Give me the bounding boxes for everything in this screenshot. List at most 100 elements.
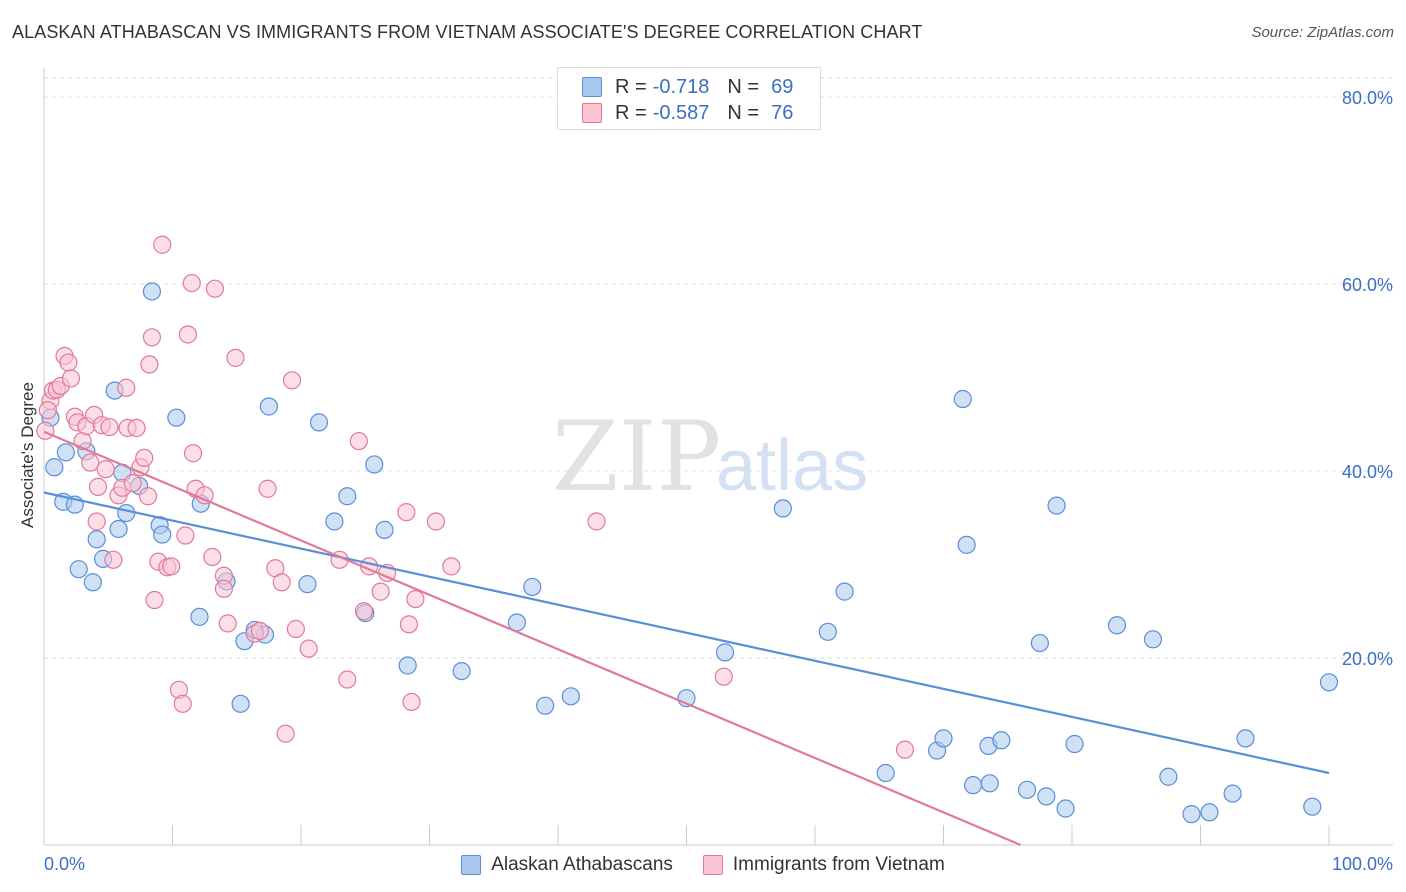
vietnam-point bbox=[276, 724, 295, 743]
vietnam-point bbox=[205, 279, 225, 298]
athabascan-point bbox=[309, 413, 329, 432]
athabascan-point bbox=[773, 499, 792, 518]
vietnam-point bbox=[203, 547, 222, 567]
vietnam-point bbox=[286, 619, 305, 639]
vietnam-point bbox=[397, 503, 416, 522]
r-value: -0.718 bbox=[652, 75, 710, 98]
r-value: -0.587 bbox=[652, 101, 710, 124]
x-tick-label: 100.0% bbox=[1332, 854, 1393, 874]
legend-label: Alaskan Athabascans bbox=[491, 854, 673, 875]
vietnam-point bbox=[135, 448, 154, 468]
vietnam-point bbox=[138, 487, 158, 506]
vietnam-point bbox=[354, 602, 374, 621]
athabascan-point bbox=[1065, 734, 1084, 754]
r-label: R = bbox=[615, 101, 647, 124]
vietnam-point bbox=[182, 273, 201, 293]
vietnam-point bbox=[349, 431, 368, 451]
athabascan-point bbox=[375, 520, 394, 540]
vietnam-point bbox=[426, 512, 446, 531]
vietnam-point bbox=[895, 740, 915, 759]
n-label: N = bbox=[727, 75, 760, 98]
athabascan-point bbox=[56, 443, 75, 462]
x-tick-label: 0.0% bbox=[44, 854, 85, 874]
athabascan-point bbox=[452, 661, 471, 681]
vietnam-point bbox=[153, 235, 172, 254]
athabascan-point bbox=[1223, 784, 1242, 803]
legend-item-athabascans[interactable]: Alaskan Athabascans bbox=[461, 854, 673, 876]
legend-label: Immigrants from Vietnam bbox=[732, 854, 945, 875]
vietnam-point bbox=[59, 353, 78, 372]
athabascan-point bbox=[153, 525, 172, 544]
athabascan-point bbox=[1107, 616, 1127, 635]
vietnam-point bbox=[183, 444, 203, 463]
legend-item-vietnam[interactable]: Immigrants from Vietnam bbox=[702, 854, 945, 876]
athabascan-point bbox=[190, 607, 209, 626]
athabascan-point bbox=[536, 696, 555, 715]
athabascan-point bbox=[1017, 780, 1037, 799]
athabascan-point bbox=[980, 774, 999, 793]
vietnam-point bbox=[162, 557, 181, 576]
legend-row-vietnam: R = -0.587 N = 76 bbox=[582, 101, 793, 125]
vietnam-point bbox=[127, 418, 146, 438]
y-tick-label: 20.0% bbox=[1342, 649, 1393, 669]
vietnam-point bbox=[258, 479, 277, 498]
legend-swatch-blue bbox=[582, 77, 602, 97]
legend-swatch-blue bbox=[461, 855, 482, 875]
series-legend: Alaskan Athabascans Immigrants from Viet… bbox=[0, 852, 1406, 878]
vietnam-point bbox=[145, 590, 164, 610]
athabascan-point bbox=[1303, 797, 1322, 816]
vietnam-point bbox=[338, 670, 357, 689]
vietnam-point bbox=[81, 453, 100, 472]
athabascan-point bbox=[87, 530, 106, 549]
athabascan-point bbox=[1037, 787, 1056, 806]
athabascan-point bbox=[992, 731, 1011, 750]
vietnam-point bbox=[61, 369, 81, 388]
vietnam-point bbox=[176, 526, 195, 545]
athabascan-point bbox=[365, 455, 384, 474]
n-value: 69 bbox=[771, 75, 794, 98]
correlation-legend: R = -0.718 N = 69 R = -0.587 N = 76 bbox=[557, 67, 821, 130]
legend-swatch-pink bbox=[702, 855, 723, 875]
athabascan-point bbox=[298, 575, 317, 594]
watermark-zip: ZIP bbox=[552, 401, 721, 513]
vietnam-point bbox=[214, 579, 233, 598]
athabascan-point bbox=[338, 487, 357, 506]
vietnam-point bbox=[36, 421, 55, 440]
y-tick-label: 60.0% bbox=[1342, 275, 1393, 295]
vietnam-point bbox=[96, 460, 115, 479]
vietnam-point bbox=[140, 355, 159, 374]
vietnam-point bbox=[587, 512, 606, 531]
athabascan-point bbox=[876, 763, 895, 783]
vietnam-point bbox=[399, 615, 419, 634]
athabascan-point bbox=[167, 408, 186, 427]
vietnam-point bbox=[88, 477, 108, 496]
athabascan-point bbox=[45, 458, 64, 477]
athabascan-point bbox=[1047, 496, 1066, 515]
tick-labels: 20.0% 40.0% 60.0% 80.0% 0.0% 100.0% bbox=[44, 88, 1393, 874]
athabascan-point bbox=[957, 535, 976, 554]
vietnam-point bbox=[250, 621, 269, 640]
vietnam-point bbox=[173, 694, 192, 713]
vietnam-point bbox=[272, 573, 291, 592]
vietnam-point bbox=[714, 667, 733, 686]
vietnam-point bbox=[178, 325, 198, 344]
athabascan-point bbox=[325, 512, 344, 531]
athabascan-point bbox=[1236, 729, 1255, 748]
axes bbox=[43, 68, 1393, 846]
vietnam-point bbox=[299, 639, 318, 658]
y-tick-label: 80.0% bbox=[1342, 88, 1393, 108]
legend-swatch-pink bbox=[582, 103, 602, 123]
chart-title: ALASKAN ATHABASCAN VS IMMIGRANTS FROM VI… bbox=[12, 22, 923, 42]
r-label: R = bbox=[615, 75, 647, 98]
vietnam-point bbox=[218, 614, 237, 633]
vietnam-point bbox=[117, 378, 136, 397]
watermark: ZIP atlas bbox=[552, 401, 868, 513]
athabascan-point bbox=[818, 622, 837, 641]
vietnam-point bbox=[123, 474, 142, 493]
vietnam-point bbox=[87, 512, 106, 531]
n-value: 76 bbox=[771, 101, 794, 124]
athabascan-point bbox=[1030, 633, 1049, 653]
athabascan-point bbox=[109, 519, 128, 539]
athabascan-point bbox=[1159, 767, 1178, 786]
